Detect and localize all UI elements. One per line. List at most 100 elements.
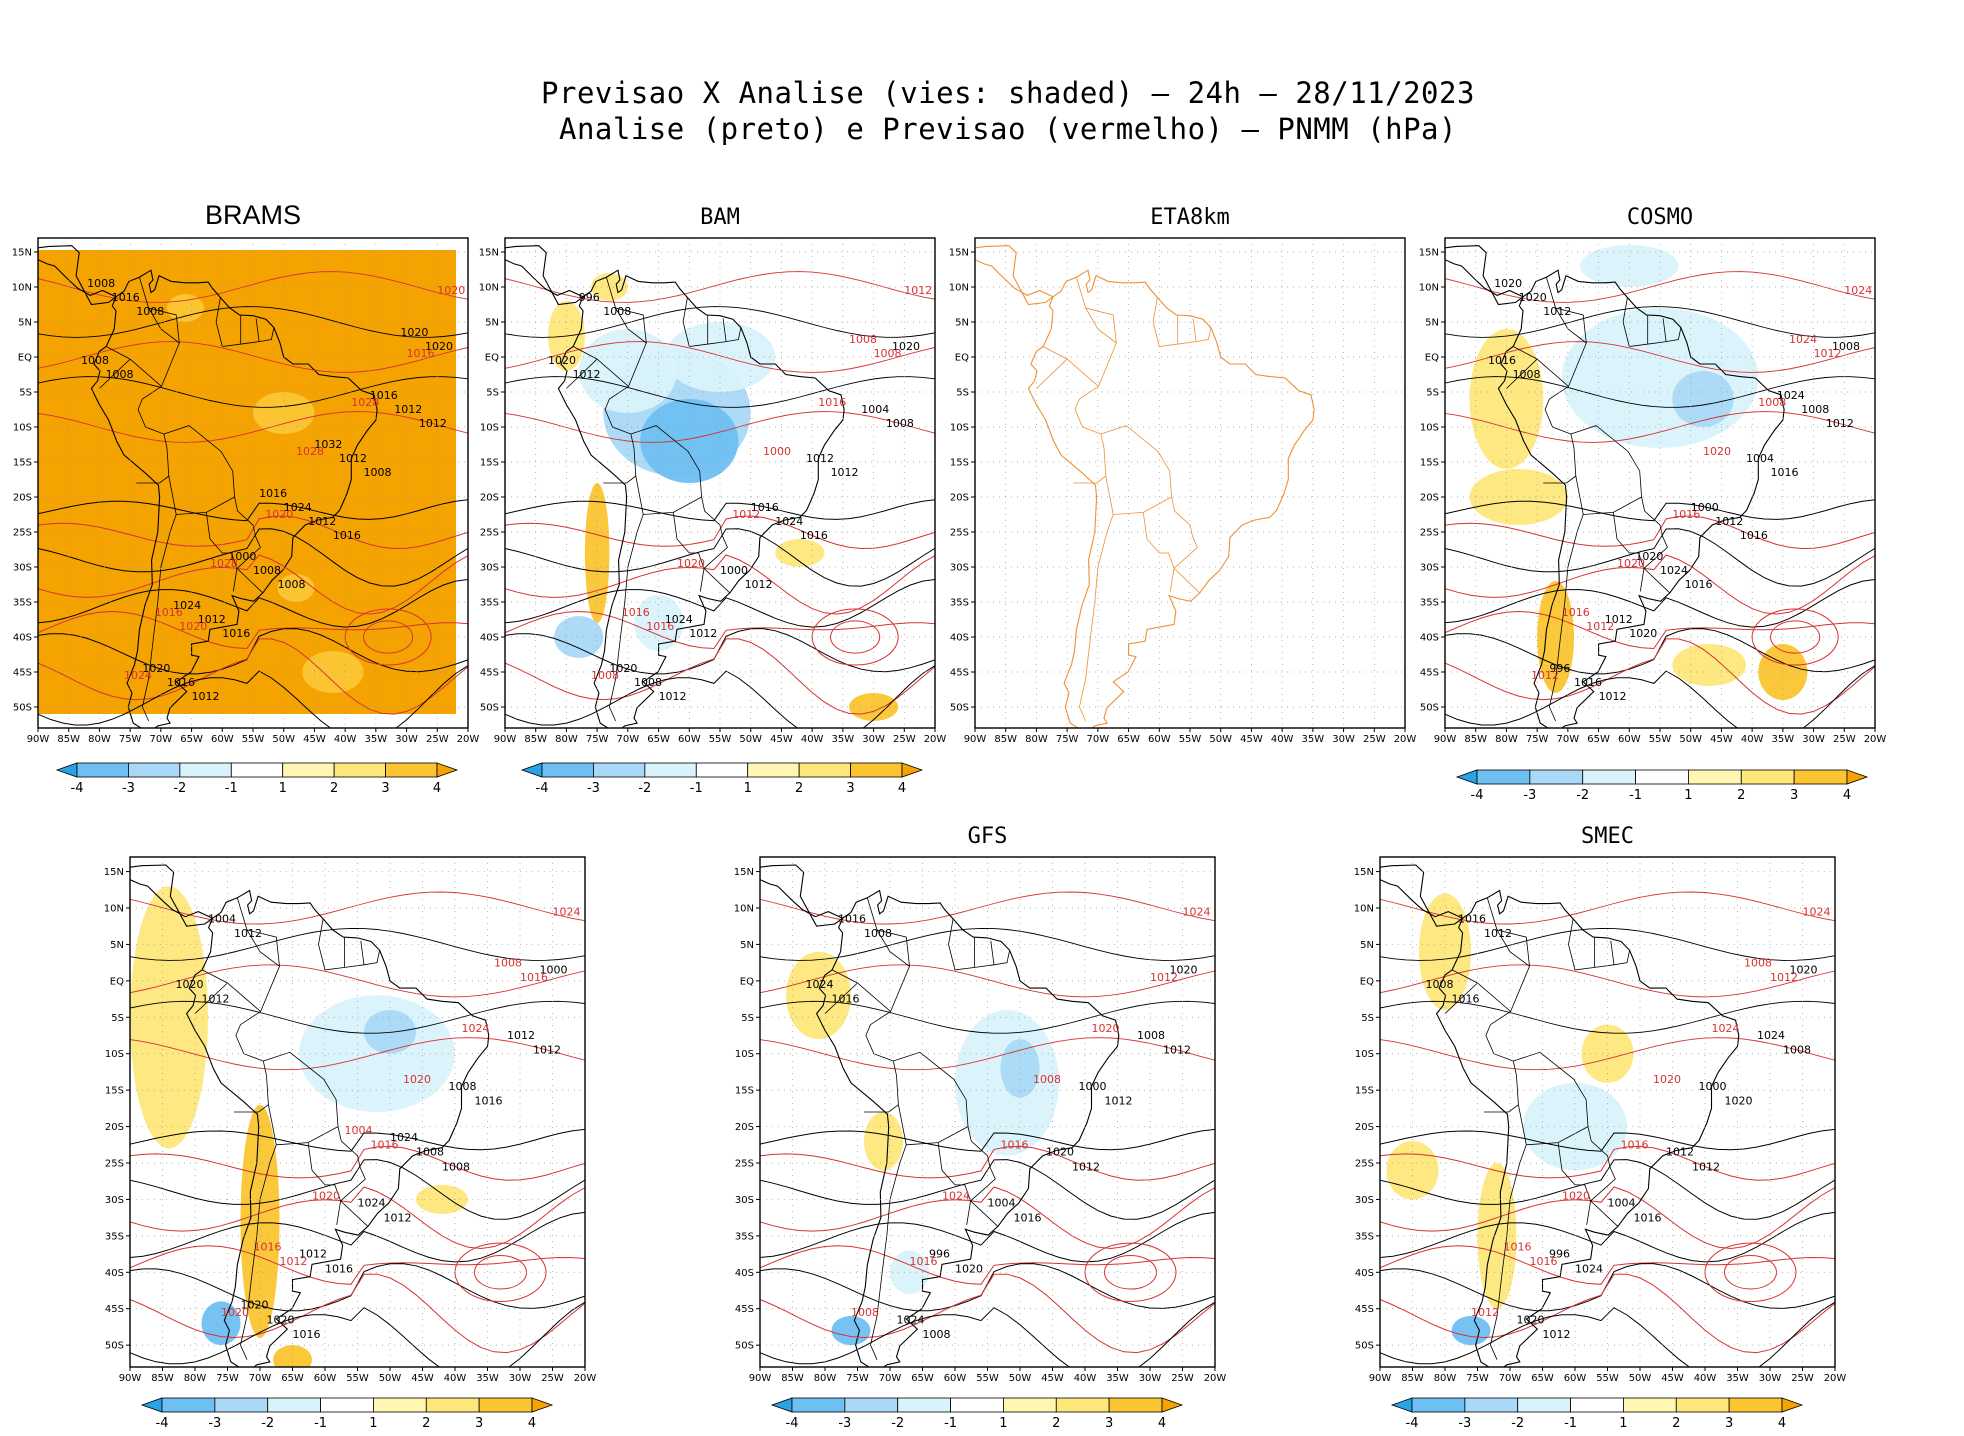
isobar <box>1380 1128 1835 1152</box>
isobar <box>505 638 935 715</box>
y-tick-label: 5N <box>1425 318 1439 329</box>
colorbar-segment <box>1003 1397 1057 1413</box>
coastline <box>815 889 1120 1367</box>
country-border <box>566 358 598 389</box>
isobar <box>760 1159 1215 1220</box>
y-tick-label: 50S <box>1355 1341 1374 1352</box>
contour-label: 1020 <box>1703 445 1731 458</box>
y-tick-label: 25S <box>105 1159 124 1170</box>
colorbar-label: -3 <box>1458 1416 1471 1431</box>
high-pressure-contour <box>344 608 432 666</box>
contour-label: 1012 <box>573 368 601 381</box>
contour-label: 1012 <box>659 690 687 703</box>
colorbar-segment <box>798 762 851 778</box>
x-tick-label: 30W <box>1332 734 1355 745</box>
country-border <box>699 568 705 592</box>
contour-label: 1016 <box>910 1255 938 1268</box>
contour-label: 1016 <box>475 1095 503 1108</box>
y-tick-label: 30S <box>1420 563 1439 574</box>
y-tick-label: 5S <box>111 1013 124 1024</box>
isobar <box>1380 1037 1835 1071</box>
y-tick-label: 15S <box>735 1086 754 1097</box>
isobar <box>1445 610 1875 650</box>
country-border <box>672 512 705 569</box>
panel-title: ETA8km <box>1150 205 1229 230</box>
contour-label: 1016 <box>1634 1211 1662 1224</box>
colorbar-segment <box>1108 1397 1163 1413</box>
y-tick-label: 25S <box>735 1159 754 1170</box>
colorbar-segment <box>230 762 284 778</box>
contour-label: 1032 <box>314 438 342 451</box>
y-tick-label: 35S <box>1420 598 1439 609</box>
colorbar-label: -1 <box>690 781 703 796</box>
contour-label: 1020 <box>1170 964 1198 977</box>
country-border <box>1622 297 1682 347</box>
isobar <box>38 411 468 443</box>
country-border <box>307 1142 341 1202</box>
contour-label: 1008 <box>886 417 914 430</box>
contour-label: 1008 <box>874 347 902 360</box>
contour-label: 1020 <box>892 340 920 353</box>
colorbar-segment <box>179 762 232 778</box>
contour-label: 1012 <box>1666 1146 1694 1159</box>
contour-label: 1000 <box>540 964 568 977</box>
colorbar-label: 1 <box>1684 788 1692 803</box>
colorbar: -4 -3 -2 -1 1 2 3 4 <box>140 1397 554 1431</box>
y-tick-label: 25S <box>13 528 32 539</box>
y-tick-label: 15N <box>479 248 499 259</box>
x-tick-label: 20W <box>1394 734 1417 745</box>
contour-label: 1020 <box>1653 1073 1681 1086</box>
y-tick-label: 50S <box>950 703 969 714</box>
y-tick-label: 5S <box>956 388 969 399</box>
isobar <box>130 1273 585 1354</box>
contour-label: 1004 <box>1746 452 1774 465</box>
contour-label: 1020 <box>437 284 465 297</box>
colorbar-label: -2 <box>173 781 186 796</box>
x-tick-label: 35W <box>476 1373 499 1384</box>
colorbar-label: -2 <box>261 1416 274 1431</box>
country-border <box>1570 425 1642 498</box>
colorbar-arrow-high <box>901 762 924 778</box>
contour-label: 1024 <box>284 501 312 514</box>
contour-label: 1012 <box>1531 669 1559 682</box>
contour-label: 1012 <box>1072 1160 1100 1173</box>
bias-blob <box>1537 581 1574 693</box>
y-tick-label: 5N <box>110 940 124 951</box>
isobar <box>1445 411 1875 443</box>
contour-label: 1024 <box>1660 564 1688 577</box>
y-tick-label: 45S <box>950 668 969 679</box>
isobar <box>505 515 935 550</box>
contour-label: 1012 <box>308 515 336 528</box>
colorbar: -4 -3 -2 -1 1 2 3 4 <box>770 1397 1184 1431</box>
x-tick-label: 55W <box>1179 734 1202 745</box>
y-tick-label: 50S <box>105 1341 124 1352</box>
contour-label: 1012 <box>1105 1095 1133 1108</box>
country-border <box>240 1144 277 1360</box>
panel-title: BAM <box>700 205 740 230</box>
country-border <box>1484 1104 1519 1113</box>
country-border <box>263 1051 339 1127</box>
contour-label: 1012 <box>419 417 447 430</box>
colorbar-arrow-high <box>436 762 459 778</box>
colorbar-arrow-low <box>1455 769 1478 785</box>
coastline <box>1445 245 1525 306</box>
y-tick-label: 20S <box>1420 493 1439 504</box>
high-pressure-contour <box>830 620 881 654</box>
contour-label: 1008 <box>81 354 109 367</box>
isobar <box>1445 628 1875 675</box>
bias-blob <box>640 399 739 483</box>
y-tick-label: 10S <box>950 423 969 434</box>
y-tick-label: 15N <box>949 248 969 259</box>
isobar <box>760 891 1215 925</box>
x-tick-label: 70W <box>1557 734 1580 745</box>
x-tick-label: 50W <box>379 1373 402 1384</box>
isobar <box>38 628 468 675</box>
x-tick-label: 55W <box>242 734 265 745</box>
y-tick-label: 45S <box>1355 1304 1374 1315</box>
contour-label: 1012 <box>1484 927 1512 940</box>
contour-label: 1008 <box>1137 1029 1165 1042</box>
isobar <box>1380 1186 1835 1250</box>
x-tick-label: 25W <box>1363 734 1386 745</box>
country-border <box>937 1142 971 1202</box>
y-tick-label: 20S <box>105 1122 124 1133</box>
